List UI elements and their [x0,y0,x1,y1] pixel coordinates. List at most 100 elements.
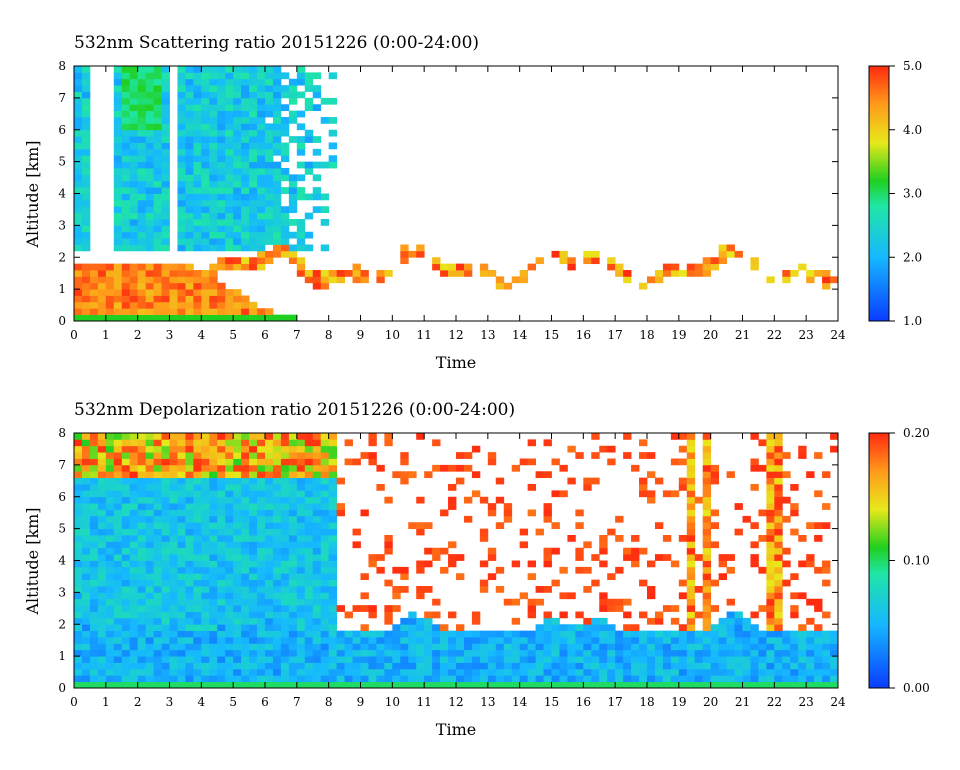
heatmap-cell [599,681,608,688]
heatmap-cell [153,624,162,632]
heatmap-cell [257,560,266,568]
heatmap-cell [209,301,218,309]
heatmap-cell [249,136,258,143]
heatmap-cell [201,433,210,440]
heatmap-cell [145,573,154,581]
heatmap-cell [185,509,194,517]
heatmap-cell [774,515,783,523]
heatmap-cell [280,445,290,453]
heatmap-cell [137,592,147,600]
heatmap-cell [145,301,154,309]
x-tick-label: 13 [480,695,495,709]
heatmap-cell [822,637,831,644]
heatmap-cell [257,263,266,271]
heatmap-cell [201,509,210,517]
heatmap-cell [137,180,147,188]
heatmap-cell [121,579,131,587]
heatmap-cell [288,97,298,105]
heatmap-cell [233,129,242,137]
heatmap-cell [74,535,83,542]
heatmap-cell [121,573,131,581]
heatmap-cell [670,656,680,663]
heatmap-cell [145,263,154,271]
heatmap-cell [424,668,433,676]
heatmap-cell [639,452,648,459]
heatmap-cell [766,439,775,447]
heatmap-cell [750,263,759,271]
heatmap-cell [74,206,83,214]
heatmap-cell [185,174,194,182]
heatmap-cell [599,617,608,625]
heatmap-cell [257,668,266,676]
heatmap-cell [320,554,330,561]
heatmap-cell [503,675,513,683]
heatmap-cell [185,579,194,587]
heatmap-cell [177,225,186,233]
heatmap-cell [798,681,807,688]
heatmap-cell [137,136,147,143]
heatmap-cell [129,675,139,683]
heatmap-cell [201,193,210,201]
y-tick-label: 7 [58,91,66,105]
heatmap-cell [185,282,194,290]
heatmap-cell [241,509,250,517]
heatmap-cell [670,637,680,644]
heatmap-cell [312,573,322,581]
heatmap-cell [129,270,139,277]
heatmap-cell [177,547,186,555]
heatmap-cell [129,97,139,105]
heatmap-cell [193,117,202,124]
heatmap-cell [272,566,282,574]
heatmap-cell [225,301,234,309]
heatmap-cell [81,231,91,239]
heatmap-cell [217,66,226,73]
heatmap-cell [137,503,147,510]
heatmap-cell [249,78,258,86]
heatmap-cell [113,270,123,277]
heatmap-cell [265,174,274,182]
heatmap-cell [233,219,242,226]
heatmap-cell [137,445,147,453]
heatmap-cell [599,637,608,644]
heatmap-cell [432,668,441,676]
heatmap-cell [233,649,242,657]
heatmap-cell [527,675,536,683]
heatmap-cell [312,91,322,99]
heatmap-cell [296,231,306,239]
heatmap-cell [288,110,298,118]
heatmap-cell [161,231,170,239]
heatmap-cell [479,656,489,663]
heatmap-cell [272,148,282,156]
heatmap-cell [368,643,377,651]
heatmap-cell [288,617,298,625]
heatmap-cell [81,270,91,277]
heatmap-cell [535,649,544,657]
heatmap-cell [161,586,170,593]
heatmap-cell [74,560,83,568]
heatmap-cell [153,586,162,593]
heatmap-cell [440,656,449,663]
heatmap-cell [344,611,353,619]
heatmap-cell [233,566,242,574]
heatmap-cell [74,193,83,201]
heatmap-cell [241,662,250,670]
heatmap-cell [145,579,154,587]
heatmap-cell [766,509,775,517]
heatmap-cell [392,630,401,638]
heatmap-cell [416,662,425,670]
heatmap-cell [217,464,226,472]
heatmap-cell [201,662,210,670]
heatmap-cell [272,598,282,606]
heatmap-cell [583,630,592,638]
heatmap-cell [352,541,361,549]
heatmap-cell [97,649,107,657]
heatmap-cell [89,535,99,542]
heatmap-cell [790,649,799,657]
heatmap-cell [265,554,274,561]
heatmap-cell [169,586,178,593]
heatmap-cell [456,656,465,663]
heatmap-cell [225,509,234,517]
heatmap-cell [201,231,210,239]
heatmap-cell [360,668,369,676]
heatmap-cell [225,206,234,214]
